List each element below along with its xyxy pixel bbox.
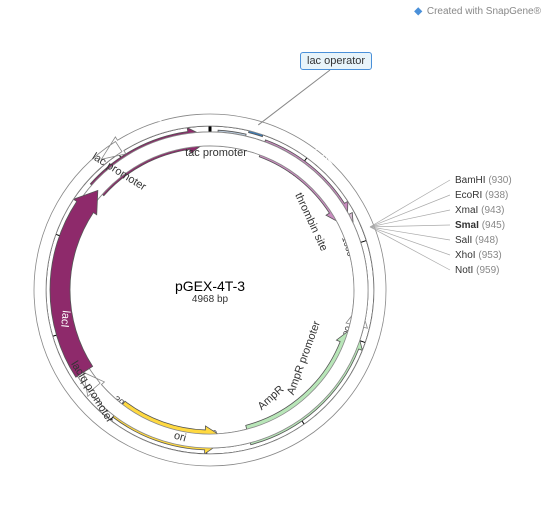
rsite-xhoi: XhoI (953): [455, 250, 502, 261]
credit-prefix: Created with: [427, 6, 486, 17]
plasmid-size: 4968 bp: [160, 294, 260, 305]
credit-brand: SnapGene: [486, 6, 534, 17]
lac-operator-callout: lac operator: [300, 52, 372, 70]
lac-operator-text: lac operator: [307, 55, 365, 67]
rsite-xmai: XmaI (943): [455, 205, 504, 216]
credit-line: ◆ Created with SnapGene®: [414, 6, 541, 17]
rsite-bamhi: BamHI (930): [455, 175, 512, 186]
plasmid-title: pGEX-4T-3 4968 bp: [160, 278, 260, 305]
rsite-smai: SmaI (945): [455, 220, 505, 231]
feature-label-laci: lacI: [58, 310, 72, 328]
plasmid-name: pGEX-4T-3: [160, 278, 260, 294]
snapgene-icon: ◆: [414, 6, 422, 17]
feature-label-tac-promoter: tac promoter: [185, 147, 247, 159]
rsite-noti: NotI (959): [455, 265, 499, 276]
credit-suffix: ®: [534, 6, 541, 17]
rsite-sali: SalI (948): [455, 235, 498, 246]
rsite-ecori: EcoRI (938): [455, 190, 508, 201]
